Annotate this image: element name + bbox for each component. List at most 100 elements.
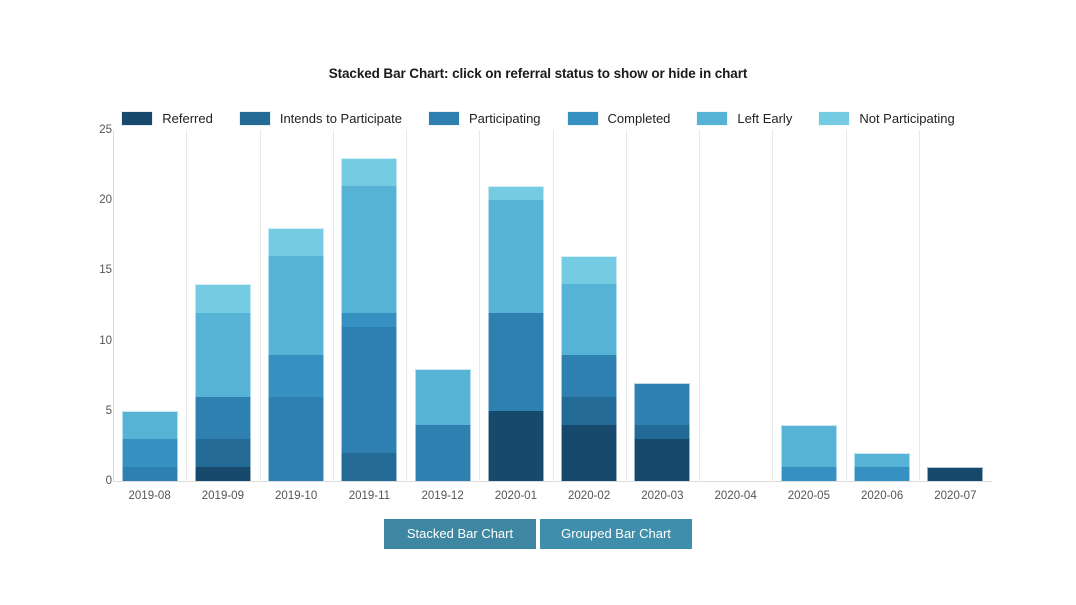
- bar-segment[interactable]: [780, 424, 837, 467]
- gridline-vertical: [845, 130, 847, 482]
- x-tick-label: 2020-04: [714, 490, 757, 502]
- bar-column: [634, 130, 691, 481]
- y-tick-label: 5: [105, 404, 112, 417]
- bar-segment[interactable]: [341, 452, 398, 481]
- gridline-vertical: [186, 130, 188, 482]
- x-tick-label: 2019-10: [275, 490, 318, 502]
- x-tick-label: 2020-02: [568, 490, 611, 502]
- bar-column: [414, 130, 471, 481]
- gridline-vertical: [772, 130, 774, 482]
- y-tick-label: 10: [99, 334, 112, 347]
- bar-segment[interactable]: [634, 382, 691, 425]
- bar-stack: [487, 186, 544, 481]
- gridline-vertical: [625, 130, 627, 482]
- x-tick-label: 2020-05: [787, 490, 830, 502]
- bar-segment[interactable]: [854, 452, 911, 467]
- bar-stack: [414, 368, 471, 481]
- bar-segment[interactable]: [194, 466, 251, 481]
- chart-title: Stacked Bar Chart: click on referral sta…: [328, 66, 748, 81]
- gridline-vertical: [406, 130, 407, 482]
- bar-stack: [780, 424, 837, 481]
- legend-swatch-icon: [818, 111, 851, 126]
- bar-segment[interactable]: [268, 256, 325, 355]
- bar-column: [854, 130, 911, 481]
- legend-item-label: Participating: [468, 111, 541, 126]
- bar-segment[interactable]: [268, 396, 325, 481]
- bar-stack: [341, 158, 398, 481]
- y-tick-label: 0: [105, 475, 112, 487]
- bar-segment[interactable]: [341, 312, 398, 327]
- legend-swatch-icon: [427, 111, 460, 126]
- bar-segment[interactable]: [487, 186, 544, 201]
- gridline-vertical: [552, 130, 554, 482]
- bar-segment[interactable]: [194, 396, 251, 439]
- bar-segment[interactable]: [341, 158, 398, 187]
- legend-swatch-icon: [238, 111, 271, 126]
- bar-segment[interactable]: [341, 326, 398, 453]
- gridline-vertical: [332, 130, 334, 482]
- legend-item-completed[interactable]: Completed: [566, 111, 671, 126]
- stacked-bar-chart-button[interactable]: Stacked Bar Chart: [384, 519, 536, 549]
- bar-stack: [194, 284, 251, 481]
- bar-column: [708, 130, 764, 481]
- x-tick-label: 2020-07: [934, 490, 977, 502]
- bar-segment[interactable]: [268, 354, 325, 397]
- legend-item-label: Completed: [607, 111, 671, 126]
- y-axis: 0 5 10 15 20 25: [84, 124, 112, 487]
- bar-column: [561, 130, 618, 481]
- grouped-bar-chart-button[interactable]: Grouped Bar Chart: [540, 519, 692, 549]
- legend-item-left-early[interactable]: Left Early: [696, 111, 792, 126]
- bar-column: [780, 130, 837, 481]
- x-tick-label: 2020-06: [861, 490, 904, 502]
- legend-item-participating[interactable]: Participating: [427, 111, 541, 126]
- bar-segment[interactable]: [194, 284, 251, 313]
- bar-segment[interactable]: [561, 396, 618, 425]
- y-tick-label: 25: [99, 124, 112, 136]
- bar-column: [487, 130, 544, 481]
- y-axis-line: [113, 130, 114, 482]
- legend-item-referred[interactable]: Referred: [121, 111, 213, 126]
- plot-area: 0 5 10 15 20 25: [0, 124, 1076, 490]
- x-tick-label: 2020-03: [641, 490, 684, 502]
- bar-segment[interactable]: [487, 200, 544, 313]
- x-tick-label: 2019-09: [201, 490, 244, 502]
- bar-segment[interactable]: [487, 312, 544, 411]
- bar-segment[interactable]: [487, 410, 544, 481]
- gridline-vertical: [918, 130, 920, 482]
- legend-item-label: Not Participating: [859, 111, 955, 126]
- legend-item-intends-to-participate[interactable]: Intends to Participate: [238, 111, 402, 126]
- y-tick-label: 20: [99, 194, 112, 207]
- bar-column: [268, 130, 325, 481]
- bar-segment[interactable]: [561, 256, 618, 285]
- bar-series-container: [113, 130, 992, 481]
- bar-segment[interactable]: [561, 284, 618, 355]
- gridline-vertical: [479, 130, 481, 482]
- bar-column: [341, 130, 398, 481]
- bar-segment[interactable]: [341, 186, 398, 313]
- bar-stack: [268, 228, 325, 481]
- legend-swatch-icon: [566, 111, 599, 126]
- bar-stack: [927, 466, 984, 481]
- bar-segment[interactable]: [121, 466, 178, 481]
- bar-segment[interactable]: [414, 368, 471, 425]
- bar-segment[interactable]: [268, 228, 325, 257]
- bar-stack: [121, 410, 178, 481]
- bar-segment[interactable]: [194, 312, 251, 397]
- bar-segment[interactable]: [927, 466, 984, 481]
- bar-segment[interactable]: [561, 424, 618, 481]
- bar-segment[interactable]: [561, 354, 618, 397]
- bar-segment[interactable]: [634, 424, 691, 439]
- chart-legend[interactable]: Referred Intends to Participate Participat…: [0, 111, 1076, 126]
- bar-column: [194, 130, 251, 481]
- grid-area: [113, 130, 992, 482]
- bar-segment[interactable]: [194, 438, 251, 467]
- bar-segment[interactable]: [780, 466, 837, 481]
- bar-column: [927, 130, 984, 481]
- bar-segment[interactable]: [414, 424, 471, 481]
- x-tick-label: 2019-08: [128, 490, 171, 502]
- bar-segment[interactable]: [121, 410, 178, 439]
- bar-segment[interactable]: [634, 438, 691, 481]
- bar-segment[interactable]: [854, 466, 911, 481]
- legend-item-not-participating[interactable]: Not Participating: [818, 111, 955, 126]
- bar-segment[interactable]: [121, 438, 178, 467]
